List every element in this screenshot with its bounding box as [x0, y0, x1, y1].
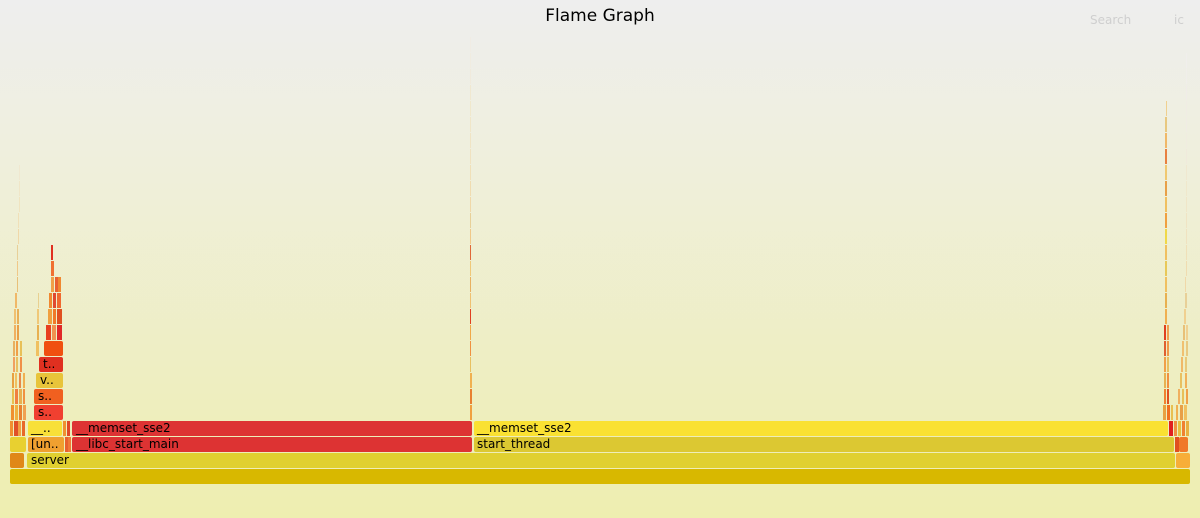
- frame-depth2-small-a[interactable]: [65, 437, 68, 452]
- svg-text:[un..: [un..: [31, 437, 59, 451]
- frame-server-left-stub[interactable]: [10, 453, 24, 468]
- frame-libc-start-main[interactable]: __libc_start_main: [72, 437, 472, 452]
- frame-depth3-right-stack[interactable]: [1169, 421, 1189, 436]
- frame-server-right-stub[interactable]: [1176, 453, 1190, 468]
- ignore-case-toggle[interactable]: ic: [1174, 13, 1184, 27]
- svg-text:__..: __..: [30, 421, 51, 435]
- frame-depth3-small[interactable]: [63, 421, 70, 436]
- frame-v-short[interactable]: v..: [36, 373, 63, 388]
- svg-text:s..: s..: [38, 405, 52, 419]
- frame-unknown[interactable]: [un..: [28, 437, 64, 452]
- frame-memset-sse2-left[interactable]: __memset_sse2: [72, 421, 472, 436]
- frame-t-short[interactable]: t..: [39, 357, 63, 372]
- frame-left-thin-columns[interactable]: [11, 165, 39, 420]
- svg-text:server: server: [31, 453, 69, 467]
- svg-text:__memset_sse2: __memset_sse2: [476, 421, 572, 435]
- frame-depth2-right-a[interactable]: [1175, 437, 1179, 452]
- frame-memset-sse2-right[interactable]: __memset_sse2: [474, 421, 1168, 436]
- svg-text:start_thread: start_thread: [477, 437, 550, 451]
- svg-text:v..: v..: [40, 373, 54, 387]
- frame-memset-short[interactable]: __..: [28, 421, 62, 436]
- frame-right-thin-columns[interactable]: [1163, 53, 1188, 420]
- frame-left-stack-upper[interactable]: [44, 245, 63, 356]
- frame-depth3-left-stack[interactable]: [10, 421, 25, 436]
- frame-start-thread[interactable]: start_thread: [474, 437, 1174, 452]
- frame-s-short-1[interactable]: s..: [34, 405, 63, 420]
- frame-server[interactable]: server: [27, 453, 1175, 468]
- frame-root[interactable]: [10, 469, 1190, 484]
- frame-depth2-small-b[interactable]: [68, 437, 71, 452]
- frame-depth2-right-b[interactable]: [1179, 437, 1188, 452]
- page-title: Flame Graph: [545, 6, 655, 26]
- svg-text:t..: t..: [43, 357, 55, 371]
- svg-text:__libc_start_main: __libc_start_main: [75, 437, 179, 451]
- svg-text:__memset_sse2: __memset_sse2: [75, 421, 171, 435]
- search-button[interactable]: Search: [1090, 13, 1132, 27]
- frame-middle-thin-column[interactable]: [470, 37, 472, 420]
- frame-depth2-left-a[interactable]: [10, 437, 26, 452]
- svg-text:s..: s..: [38, 389, 52, 403]
- frame-s-short-2[interactable]: s..: [34, 389, 63, 404]
